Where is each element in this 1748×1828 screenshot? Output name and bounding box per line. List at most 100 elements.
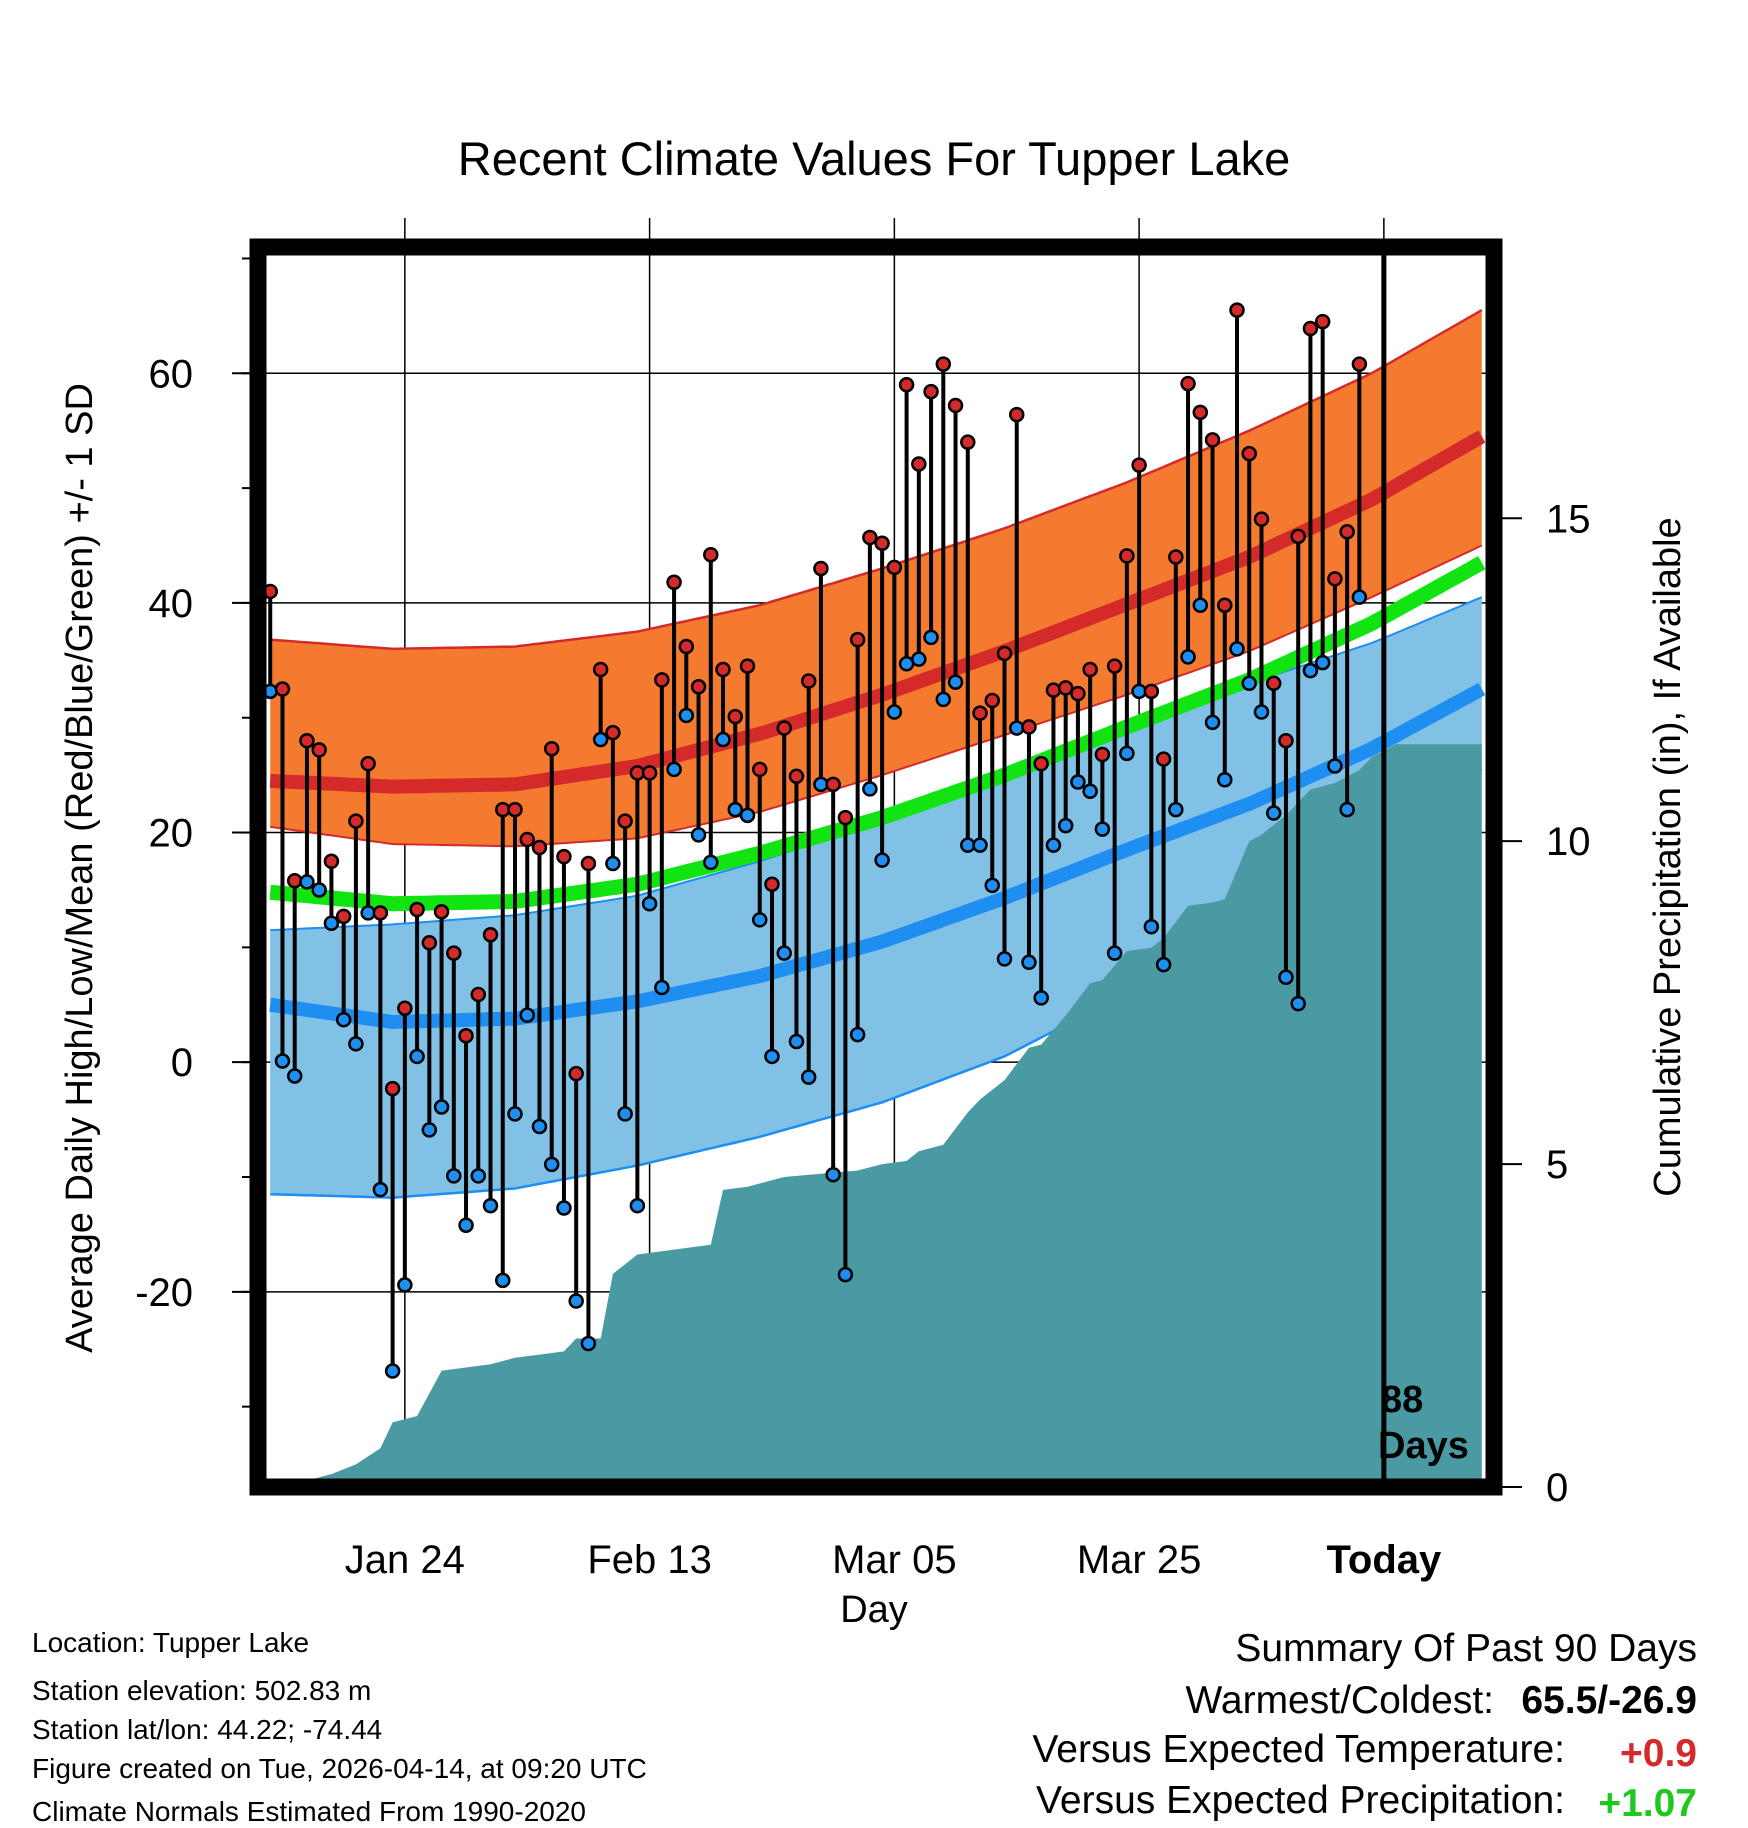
high-point [1314,313,1331,330]
high-point [739,658,756,674]
low-point [996,951,1013,967]
low-point [433,1099,450,1115]
high-point [1229,302,1245,318]
low-point [1327,758,1343,774]
low-point [1168,801,1184,818]
high-point [837,809,854,826]
low-point [703,854,719,871]
low-point [1278,969,1294,985]
low-point [592,731,609,748]
high-point [886,559,903,576]
high-point [960,434,976,450]
y-tick-label: 60 [149,352,194,396]
high-point [727,708,744,725]
high-point [1045,682,1062,698]
station-info: Location: Tupper Lake Station elevation:… [32,1627,647,1827]
high-point [580,855,597,872]
low-point [1070,774,1086,790]
high-point [996,645,1013,662]
high-point [666,574,682,591]
axes: -20 0 20 40 60 0 5 10 15 Jan 24 Feb 13 Mar 05 Mar 25… [135,257,1591,1582]
low-point [776,945,792,961]
high-point [641,765,658,781]
low-point [1094,821,1111,837]
low-point [751,912,768,928]
low-point [446,1168,462,1184]
low-point [274,1053,291,1069]
summary-warm-cold-label: Warmest/Coldest: [1186,1679,1494,1722]
low-point [507,1106,523,1122]
high-point [1082,661,1098,678]
high-point [911,456,927,472]
high-point [923,383,939,400]
low-point [617,1106,633,1122]
low-point [409,1048,425,1065]
high-point [1168,549,1184,565]
low-point [1106,945,1123,961]
high-point [531,839,548,856]
low-point [947,674,964,690]
low-point [323,915,340,932]
high-point [1021,719,1037,735]
low-point [1045,837,1062,853]
high-point [286,873,303,889]
x-tick-label-today: Today [1326,1538,1442,1582]
high-point [397,1000,413,1016]
high-point [813,560,829,577]
high-point [1265,675,1282,692]
low-point [923,629,939,646]
y-tick-label: 40 [149,582,194,626]
low-point [495,1272,511,1289]
low-point [764,1048,780,1065]
high-point [1131,457,1147,473]
high-normal-band [270,310,1482,847]
y-tick-label: 20 [149,812,194,856]
y2-tick-label: 10 [1546,820,1591,864]
summary-precip-value: +1.07 [1598,1782,1697,1825]
low-point [972,837,988,853]
high-point [1094,746,1111,763]
low-point [1265,805,1282,821]
high-point [715,661,731,678]
high-point [372,905,389,921]
high-point [1253,511,1270,527]
low-point [641,895,658,912]
low-point [935,691,952,708]
low-point [1339,801,1355,818]
low-point [470,1168,487,1184]
x-tick-label: Mar 25 [1077,1538,1202,1582]
low-point [727,801,744,818]
info-created: Figure created on Tue, 2026-04-14, at 09… [32,1753,647,1784]
high-point [1143,683,1160,700]
low-point [311,882,327,898]
low-point [715,731,731,748]
high-point [1008,406,1025,423]
high-point [507,801,523,818]
low-point [1082,783,1098,799]
low-point [862,781,878,797]
high-point [703,546,719,563]
low-point [690,827,707,843]
low-point [397,1277,413,1293]
high-point [1290,528,1306,545]
low-point [1204,714,1221,731]
low-point [1143,918,1160,935]
low-point [666,761,682,778]
high-point [935,356,952,372]
high-point [690,678,707,695]
high-point [1339,523,1355,540]
high-point [348,813,364,829]
high-point [482,926,499,943]
high-point [825,776,841,793]
low-point [1290,995,1306,1012]
low-point [654,979,670,996]
precipitation-area-fill [270,744,1482,1487]
low-mean-line [269,682,1486,1030]
high-point [972,705,988,721]
high-point [1351,356,1368,372]
high-point [360,755,376,772]
low-point [886,704,903,720]
low-point [458,1217,474,1233]
high-point [274,681,291,697]
